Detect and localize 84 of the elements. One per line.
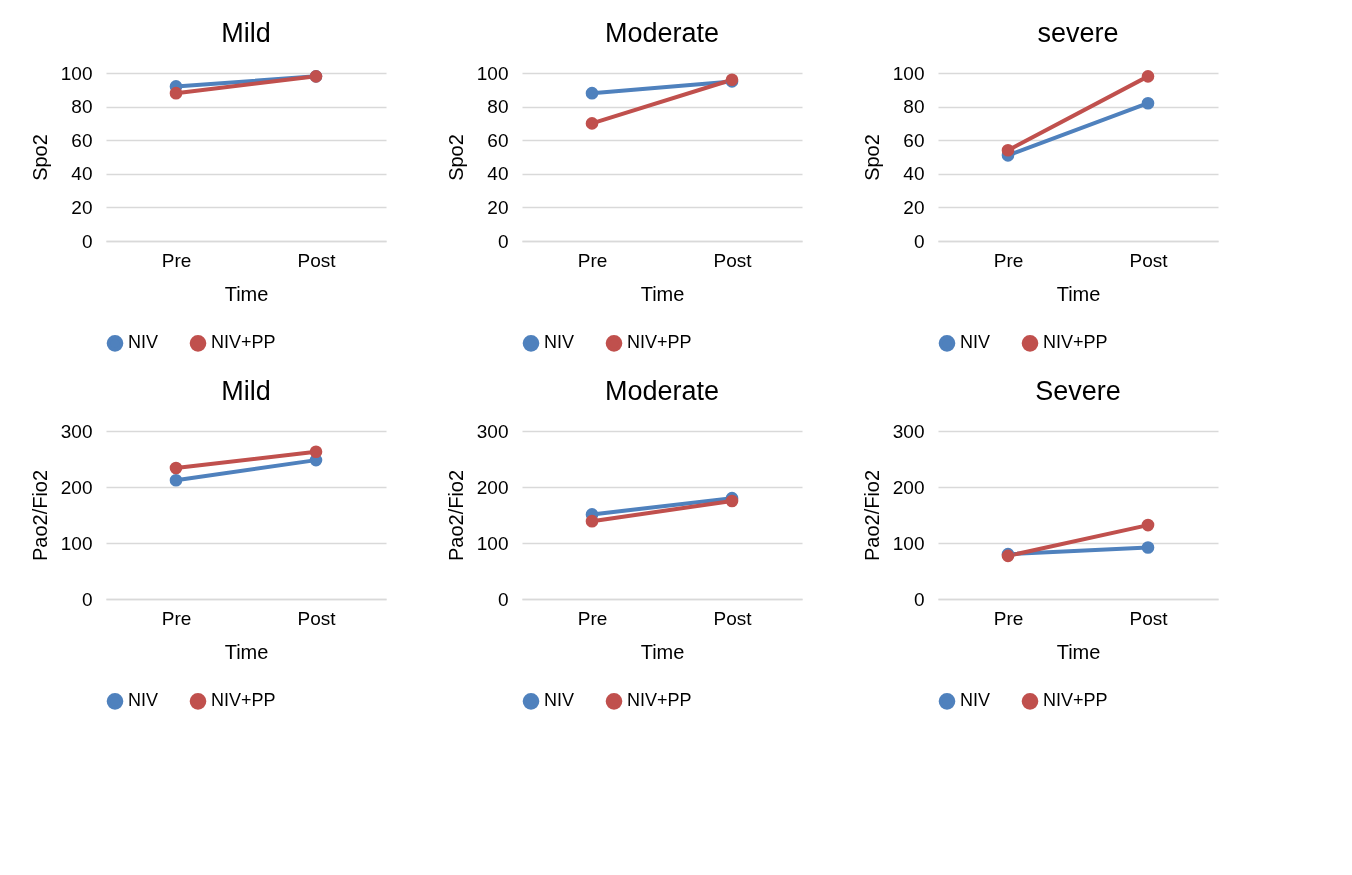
y-tick-label: 0 bbox=[81, 588, 93, 610]
x-tick-label: Pre bbox=[993, 249, 1024, 271]
point bbox=[585, 514, 599, 528]
point bbox=[309, 445, 323, 459]
x-tick-label: Post bbox=[713, 607, 753, 629]
x-tick-label: Pre bbox=[161, 607, 192, 629]
legend-label: NIV+PP bbox=[627, 690, 692, 711]
point bbox=[1001, 143, 1015, 157]
legend-label: NIV bbox=[128, 690, 159, 711]
y-tick-label: 20 bbox=[71, 196, 93, 218]
x-axis-title: Time bbox=[224, 282, 269, 305]
x-axis-title: Time bbox=[640, 282, 685, 305]
y-axis-title: Pao2/Fio2 bbox=[28, 469, 51, 562]
y-axis-title: Pao2/Fio2 bbox=[444, 469, 467, 562]
y-axis-title: Spo2 bbox=[860, 134, 883, 181]
y-tick-label: 80 bbox=[71, 96, 93, 118]
chart-title: Mild bbox=[221, 376, 271, 406]
chart-title: Moderate bbox=[604, 376, 720, 406]
y-tick-label: 0 bbox=[913, 230, 925, 252]
y-tick-label: 100 bbox=[892, 62, 925, 84]
x-tick-label: Pre bbox=[993, 607, 1024, 629]
legend-label: NIV bbox=[960, 690, 991, 711]
y-tick-label: 100 bbox=[60, 532, 93, 554]
y-tick-label: 300 bbox=[892, 420, 925, 442]
point bbox=[585, 86, 599, 100]
y-tick-label: 200 bbox=[476, 476, 509, 498]
y-tick-label: 40 bbox=[487, 163, 509, 185]
y-tick-label: 0 bbox=[497, 588, 509, 610]
legend-label: NIV+PP bbox=[1043, 332, 1108, 353]
point bbox=[169, 473, 183, 487]
y-axis-title: Spo2 bbox=[444, 134, 467, 181]
x-tick-label: Post bbox=[297, 607, 337, 629]
chart-title: Mild bbox=[221, 18, 271, 48]
legend-label: NIV+PP bbox=[211, 332, 276, 353]
y-tick-label: 80 bbox=[903, 96, 925, 118]
y-tick-label: 100 bbox=[476, 532, 509, 554]
x-axis-title: Time bbox=[224, 640, 269, 663]
y-tick-label: 0 bbox=[913, 588, 925, 610]
legend-label: NIV+PP bbox=[1043, 690, 1108, 711]
y-tick-label: 200 bbox=[60, 476, 93, 498]
point bbox=[169, 86, 183, 100]
x-tick-label: Post bbox=[297, 249, 337, 271]
y-tick-label: 100 bbox=[60, 62, 93, 84]
point bbox=[169, 461, 183, 475]
y-tick-label: 40 bbox=[903, 163, 925, 185]
y-tick-label: 60 bbox=[487, 129, 509, 151]
x-tick-label: Post bbox=[1129, 607, 1169, 629]
chart-title: Moderate bbox=[604, 18, 720, 48]
y-tick-label: 0 bbox=[81, 230, 93, 252]
point bbox=[1141, 70, 1155, 83]
x-axis-title: Time bbox=[1056, 640, 1101, 663]
y-tick-label: 20 bbox=[903, 196, 925, 218]
x-axis-title: Time bbox=[640, 640, 685, 663]
legend-label: NIV bbox=[960, 332, 991, 353]
y-tick-label: 20 bbox=[487, 196, 509, 218]
x-tick-label: Pre bbox=[577, 249, 608, 271]
point bbox=[585, 117, 599, 130]
chart-title: severe bbox=[1037, 18, 1119, 48]
x-axis-title: Time bbox=[1056, 282, 1101, 305]
y-tick-label: 60 bbox=[71, 129, 93, 151]
y-axis-title: Pao2/Fio2 bbox=[860, 469, 883, 562]
y-tick-label: 200 bbox=[892, 476, 925, 498]
x-tick-label: Post bbox=[1129, 249, 1169, 271]
y-tick-label: 80 bbox=[487, 96, 509, 118]
legend-label: NIV bbox=[544, 690, 575, 711]
chart-title: Severe bbox=[1035, 376, 1121, 406]
y-tick-label: 300 bbox=[476, 420, 509, 442]
x-tick-label: Pre bbox=[161, 249, 192, 271]
y-tick-label: 100 bbox=[892, 532, 925, 554]
y-axis-title: Spo2 bbox=[28, 134, 51, 181]
legend-label: NIV+PP bbox=[211, 690, 276, 711]
point bbox=[1141, 541, 1155, 554]
x-tick-label: Post bbox=[713, 249, 753, 271]
x-tick-label: Pre bbox=[577, 607, 608, 629]
y-tick-label: 60 bbox=[903, 129, 925, 151]
point bbox=[1141, 96, 1155, 110]
legend-label: NIV bbox=[544, 332, 575, 353]
legend-label: NIV bbox=[128, 332, 159, 353]
point bbox=[1141, 518, 1155, 532]
legend-label: NIV+PP bbox=[627, 332, 692, 353]
y-tick-label: 300 bbox=[60, 420, 93, 442]
y-tick-label: 100 bbox=[476, 62, 509, 84]
y-tick-label: 0 bbox=[497, 230, 509, 252]
y-tick-label: 40 bbox=[71, 163, 93, 185]
